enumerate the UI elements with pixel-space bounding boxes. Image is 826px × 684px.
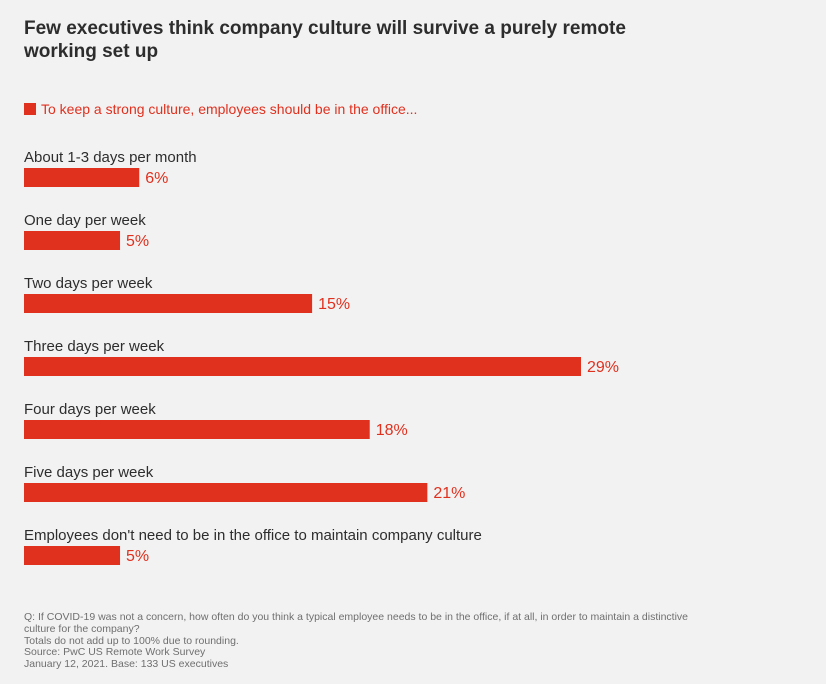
bar xyxy=(24,357,581,376)
survey-question-note: Q: If COVID-19 was not a concern, how of… xyxy=(24,611,688,635)
data-label: 5% xyxy=(126,233,149,250)
rounding-note: Totals do not add up to 100% due to roun… xyxy=(24,634,239,647)
category-label: Employees don't need to be in the office… xyxy=(24,527,482,544)
category-label: About 1-3 days per month xyxy=(24,149,197,166)
data-label: 6% xyxy=(145,170,168,187)
bar xyxy=(24,294,313,313)
data-label: 15% xyxy=(318,296,350,313)
date-base-note: January 12, 2021. Base: 133 US executive… xyxy=(24,658,229,671)
category-label: One day per week xyxy=(24,212,146,229)
category-label: Two days per week xyxy=(24,275,153,292)
chart-notes: Q: If COVID-19 was not a concern, how of… xyxy=(24,611,704,671)
category-label: Five days per week xyxy=(24,464,154,481)
data-label: 18% xyxy=(376,422,408,439)
chart-legend: To keep a strong culture, employees shou… xyxy=(24,101,417,117)
data-label: 5% xyxy=(126,548,149,565)
data-label: 21% xyxy=(433,485,465,502)
legend-label: To keep a strong culture, employees shou… xyxy=(41,101,418,117)
bar xyxy=(24,546,121,565)
bar xyxy=(24,483,428,502)
category-label: Three days per week xyxy=(24,338,165,355)
category-label: Four days per week xyxy=(24,401,156,418)
legend-swatch xyxy=(24,103,36,115)
data-label: 29% xyxy=(587,359,619,376)
source-note: Source: PwC US Remote Work Survey xyxy=(24,646,206,659)
bar-chart: About 1-3 days per month 6% One day per we… xyxy=(24,149,619,565)
bar xyxy=(24,231,121,250)
bar xyxy=(24,168,140,187)
bar xyxy=(24,420,370,439)
chart-title: Few executives think company culture wil… xyxy=(24,18,626,62)
